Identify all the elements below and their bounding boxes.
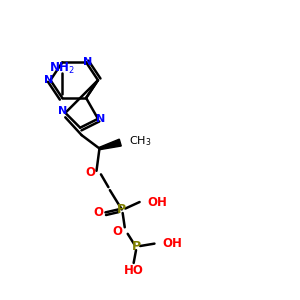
Text: N: N — [96, 114, 106, 124]
Text: P: P — [117, 203, 126, 216]
Text: P: P — [132, 240, 141, 253]
Text: O: O — [93, 206, 103, 219]
Text: OH: OH — [162, 237, 182, 250]
Text: O: O — [85, 166, 95, 179]
Text: O: O — [112, 225, 122, 238]
Text: HO: HO — [124, 264, 144, 277]
Text: OH: OH — [147, 196, 167, 208]
Polygon shape — [99, 139, 121, 150]
Text: N: N — [83, 57, 92, 67]
Text: N: N — [58, 106, 67, 116]
Text: CH$_3$: CH$_3$ — [129, 134, 151, 148]
Text: N: N — [44, 75, 54, 85]
Text: NH$_2$: NH$_2$ — [50, 61, 75, 76]
